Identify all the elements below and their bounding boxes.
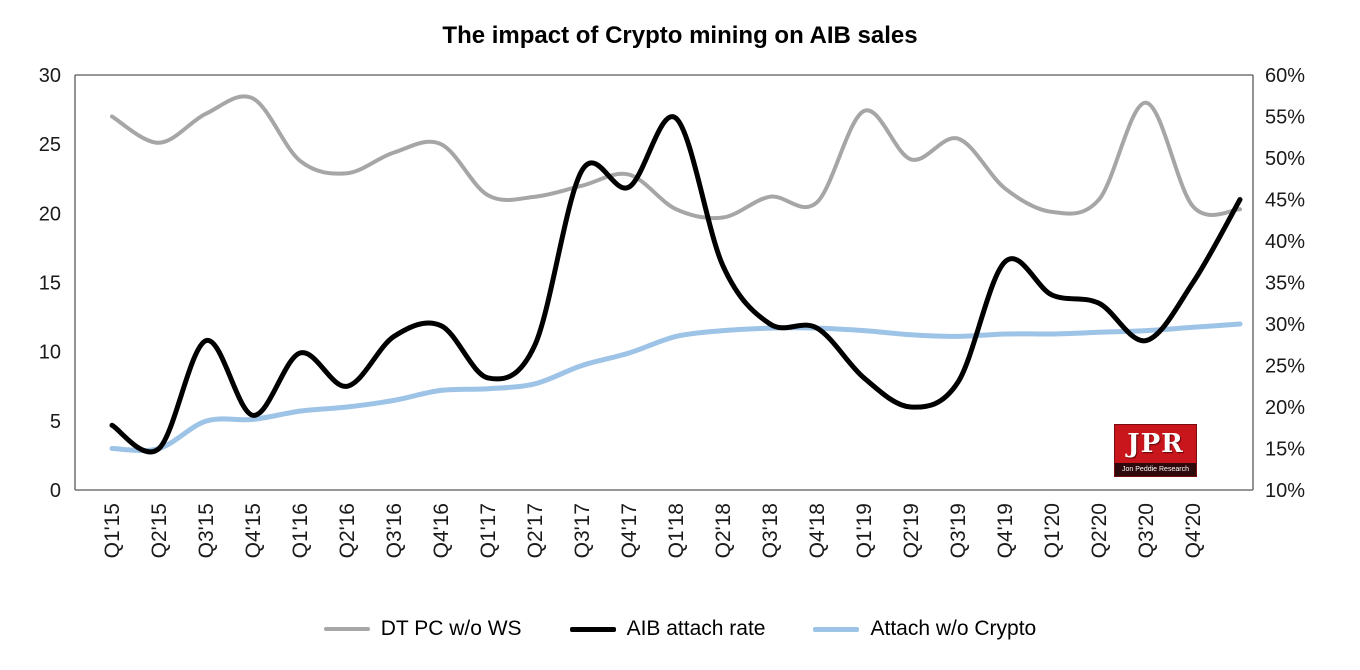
svg-text:25%: 25% xyxy=(1265,356,1305,378)
jpr-logo-subtext: Jon Peddie Research xyxy=(1115,463,1196,476)
svg-text:Q4'19: Q4'19 xyxy=(994,503,1017,558)
legend: DT PC w/o WS AIB attach rate Attach w/o … xyxy=(0,617,1360,641)
svg-text:Q2'20: Q2'20 xyxy=(1088,503,1111,558)
svg-text:0: 0 xyxy=(50,480,61,502)
svg-text:Q4'18: Q4'18 xyxy=(806,503,829,558)
jpr-logo-text: JPR xyxy=(1127,429,1184,459)
svg-text:Q2'17: Q2'17 xyxy=(524,503,547,558)
svg-text:50%: 50% xyxy=(1265,148,1305,170)
svg-text:15: 15 xyxy=(39,273,61,295)
svg-text:10%: 10% xyxy=(1265,480,1305,502)
svg-text:45%: 45% xyxy=(1265,190,1305,212)
svg-text:Q3'18: Q3'18 xyxy=(759,503,782,558)
svg-text:Q3'15: Q3'15 xyxy=(195,503,218,558)
svg-text:Q4'15: Q4'15 xyxy=(242,503,265,558)
svg-text:30: 30 xyxy=(39,65,61,87)
svg-text:Q2'15: Q2'15 xyxy=(148,503,171,558)
svg-text:60%: 60% xyxy=(1265,65,1305,87)
svg-text:Q1'16: Q1'16 xyxy=(289,503,312,558)
svg-text:Q2'19: Q2'19 xyxy=(900,503,923,558)
legend-swatch-aib-attach-line xyxy=(569,626,616,632)
jpr-logo: JPR Jon Peddie Research xyxy=(1114,424,1197,477)
svg-text:15%: 15% xyxy=(1265,439,1305,461)
svg-text:40%: 40% xyxy=(1265,231,1305,253)
legend-label-dt-pc: DT PC w/o WS xyxy=(380,617,522,640)
svg-text:20%: 20% xyxy=(1265,397,1305,419)
svg-text:Q2'18: Q2'18 xyxy=(712,503,735,558)
svg-text:Q2'16: Q2'16 xyxy=(336,503,359,558)
svg-text:Q4'17: Q4'17 xyxy=(618,503,641,558)
legend-label-attach-wo-crypto: Attach w/o Crypto xyxy=(870,617,1037,640)
svg-text:Q4'16: Q4'16 xyxy=(430,503,453,558)
svg-text:Q1'17: Q1'17 xyxy=(477,503,500,558)
svg-text:Q4'20: Q4'20 xyxy=(1182,503,1205,558)
legend-swatch-dt-pc-line xyxy=(323,627,370,631)
svg-text:Q1'19: Q1'19 xyxy=(853,503,876,558)
svg-text:30%: 30% xyxy=(1265,314,1305,336)
svg-text:55%: 55% xyxy=(1265,107,1305,129)
svg-text:20: 20 xyxy=(39,203,61,225)
svg-text:Q3'17: Q3'17 xyxy=(571,503,594,558)
svg-text:Q3'19: Q3'19 xyxy=(947,503,970,558)
legend-label-aib-attach: AIB attach rate xyxy=(626,617,766,640)
legend-item-aib-attach: AIB attach rate xyxy=(569,617,766,641)
svg-text:35%: 35% xyxy=(1265,273,1305,295)
svg-text:Q1'18: Q1'18 xyxy=(665,503,688,558)
legend-swatch-attach-wo-crypto-line xyxy=(813,626,860,632)
legend-item-dt-pc: DT PC w/o WS xyxy=(323,617,522,641)
svg-text:5: 5 xyxy=(50,411,61,433)
svg-text:Q1'15: Q1'15 xyxy=(101,503,124,558)
svg-text:Q3'20: Q3'20 xyxy=(1135,503,1158,558)
legend-item-attach-wo-crypto: Attach w/o Crypto xyxy=(813,617,1036,641)
svg-text:Q3'16: Q3'16 xyxy=(383,503,406,558)
svg-text:10: 10 xyxy=(39,342,61,364)
svg-text:25: 25 xyxy=(39,134,61,156)
svg-text:Q1'20: Q1'20 xyxy=(1041,503,1064,558)
chart-title: The impact of Crypto mining on AIB sales xyxy=(442,22,918,49)
